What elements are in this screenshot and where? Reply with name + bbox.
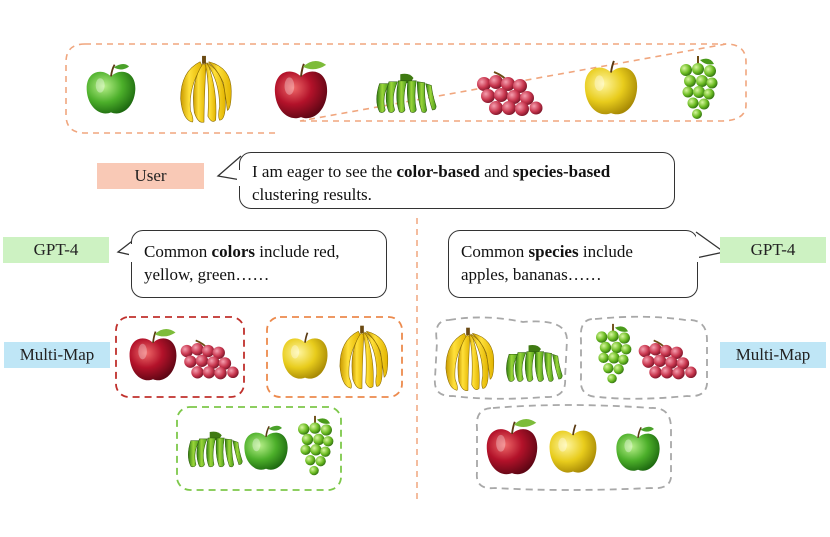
center-divider [416,218,418,500]
left-cluster-frames [115,316,403,491]
green-grapes-icon [676,54,720,124]
green-cluster-apple-icon [242,420,290,476]
yellow-apple-icon [582,56,640,120]
species-apple-green-icon [614,422,662,476]
left-response-bubble: Common colors include red, yellow, green…… [131,230,387,298]
species-banana-green-icon [502,342,564,386]
species-banana-yellow-icon [440,324,496,394]
user-message-bubble: I am eager to see the color-based and sp… [239,152,675,209]
left-gpt4-label: GPT-4 [3,237,109,263]
right-multimap-label: Multi-Map [720,342,826,368]
banana-bunch-icon [174,52,234,126]
yellow-cluster-banana-icon [334,322,390,392]
red-apple-icon [272,56,330,124]
green-apple-icon [84,60,138,118]
right-response-bubble: Common species include apples, bananas…… [448,230,698,298]
green-cluster-grapes-icon [294,414,336,480]
right-cluster-frames [433,315,709,491]
left-multimap-label: Multi-Map [4,342,110,368]
green-cluster-banana-icon [184,428,244,472]
species-grapes-green-icon [592,322,634,388]
user-label: User [97,163,204,189]
right-gpt4-label: GPT-4 [720,237,826,263]
user-bubble-tail [216,155,242,181]
red-grapes-icon [472,68,546,118]
yellow-cluster-apple-icon [280,328,330,384]
green-banana-icon [372,72,438,116]
red-cluster-grapes-icon [178,336,240,382]
species-apple-yellow-icon [547,420,599,478]
red-cluster-apple-icon [127,322,179,388]
fruit-collection-frame [65,43,747,134]
species-grapes-red-icon [636,336,698,382]
species-apple-red-icon [484,414,540,480]
user-message-text: I am eager to see the color-based and sp… [252,162,611,204]
